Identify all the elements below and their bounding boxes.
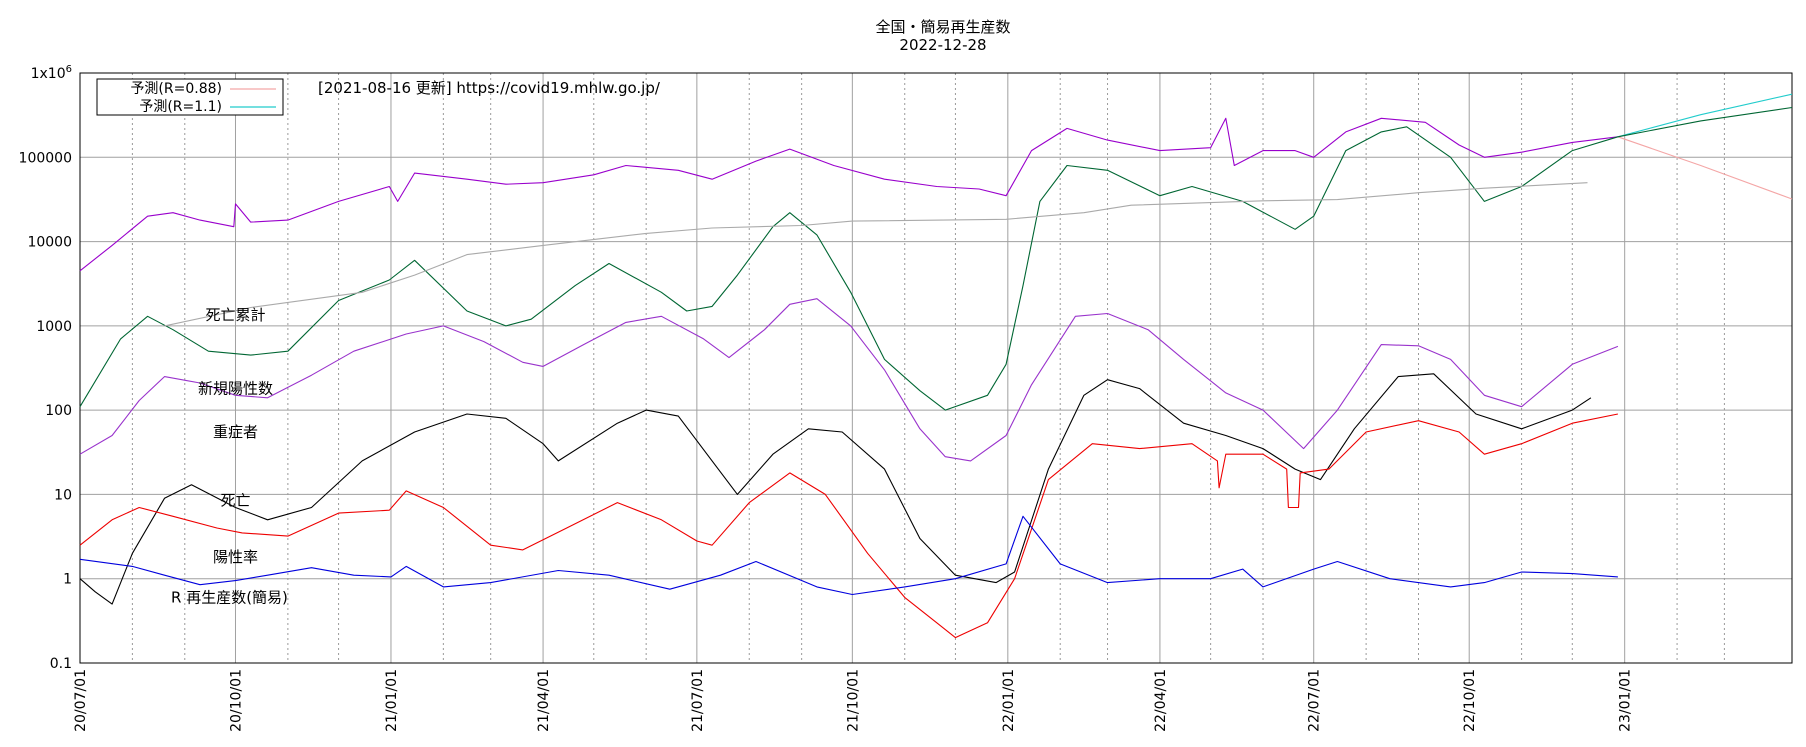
y-tick-label: 100000 xyxy=(19,150,72,166)
x-tick-label: 21/04/01 xyxy=(536,669,552,732)
source-note: [2021-08-16 更新] https://covid19.mhlw.go.… xyxy=(318,79,661,97)
y-tick-label: 1x106 xyxy=(31,64,72,82)
y-tick-exponent: 6 xyxy=(66,64,72,75)
x-tick-label: 23/01/01 xyxy=(1618,669,1634,732)
series-annotation: R 再生産数(簡易) xyxy=(171,588,288,606)
grid xyxy=(80,73,1792,663)
x-tick-label: 22/04/01 xyxy=(1153,669,1169,732)
legend-box xyxy=(96,78,284,116)
series-line-4 xyxy=(164,182,1588,327)
x-tick-label: 21/07/01 xyxy=(690,669,706,732)
series-annotation: 死亡累計 xyxy=(205,306,265,324)
y-tick-label: 0.1 xyxy=(50,656,72,672)
axis-ticks: 1x106 100000 10000 1000 100 10 1 0.120/07/01 20/… xyxy=(19,64,1634,732)
chart-subtitle: 2022-12-28 xyxy=(899,36,986,54)
series-line-7 xyxy=(79,413,1619,639)
legend-label-1: 予測(R=1.1) xyxy=(139,99,222,115)
series-annotation: 死亡 xyxy=(220,491,250,509)
legend: 予測(R=0.88) 予測(R=1.1) xyxy=(96,78,284,116)
x-tick-label: 20/10/01 xyxy=(228,669,244,732)
series-annotation: 新規陽性数 xyxy=(198,380,273,398)
y-tick-label: 1 xyxy=(63,572,72,588)
x-tick-label: 22/10/01 xyxy=(1462,669,1478,732)
x-tick-label: 21/10/01 xyxy=(845,669,861,732)
x-tick-label: 20/07/01 xyxy=(73,669,89,732)
y-tick-label: 100 xyxy=(45,403,72,419)
y-tick-label: 1000 xyxy=(36,319,72,335)
series-line-0 xyxy=(1617,136,1793,200)
chart-title: 全国・簡易再生産数 xyxy=(875,18,1010,36)
x-tick-label: 22/07/01 xyxy=(1307,669,1323,732)
series-line-6 xyxy=(79,373,1592,605)
x-tick-label: 22/01/01 xyxy=(1001,669,1017,732)
series-line-2 xyxy=(79,117,1618,272)
x-tick-label: 21/01/01 xyxy=(384,669,400,732)
series-line-5 xyxy=(79,298,1619,462)
series-annotation: 重症者 xyxy=(213,423,258,441)
y-tick-label: 10000 xyxy=(27,235,72,251)
series-line-8 xyxy=(79,515,1618,596)
series-line-3 xyxy=(79,106,1793,411)
y-tick-label: 10 xyxy=(54,487,72,503)
legend-label-0: 予測(R=0.88) xyxy=(130,81,222,97)
series-lines xyxy=(79,93,1793,639)
series-line-1 xyxy=(1617,93,1793,138)
plot-frame xyxy=(79,72,1793,664)
series-annotation: 陽性率 xyxy=(213,548,258,566)
